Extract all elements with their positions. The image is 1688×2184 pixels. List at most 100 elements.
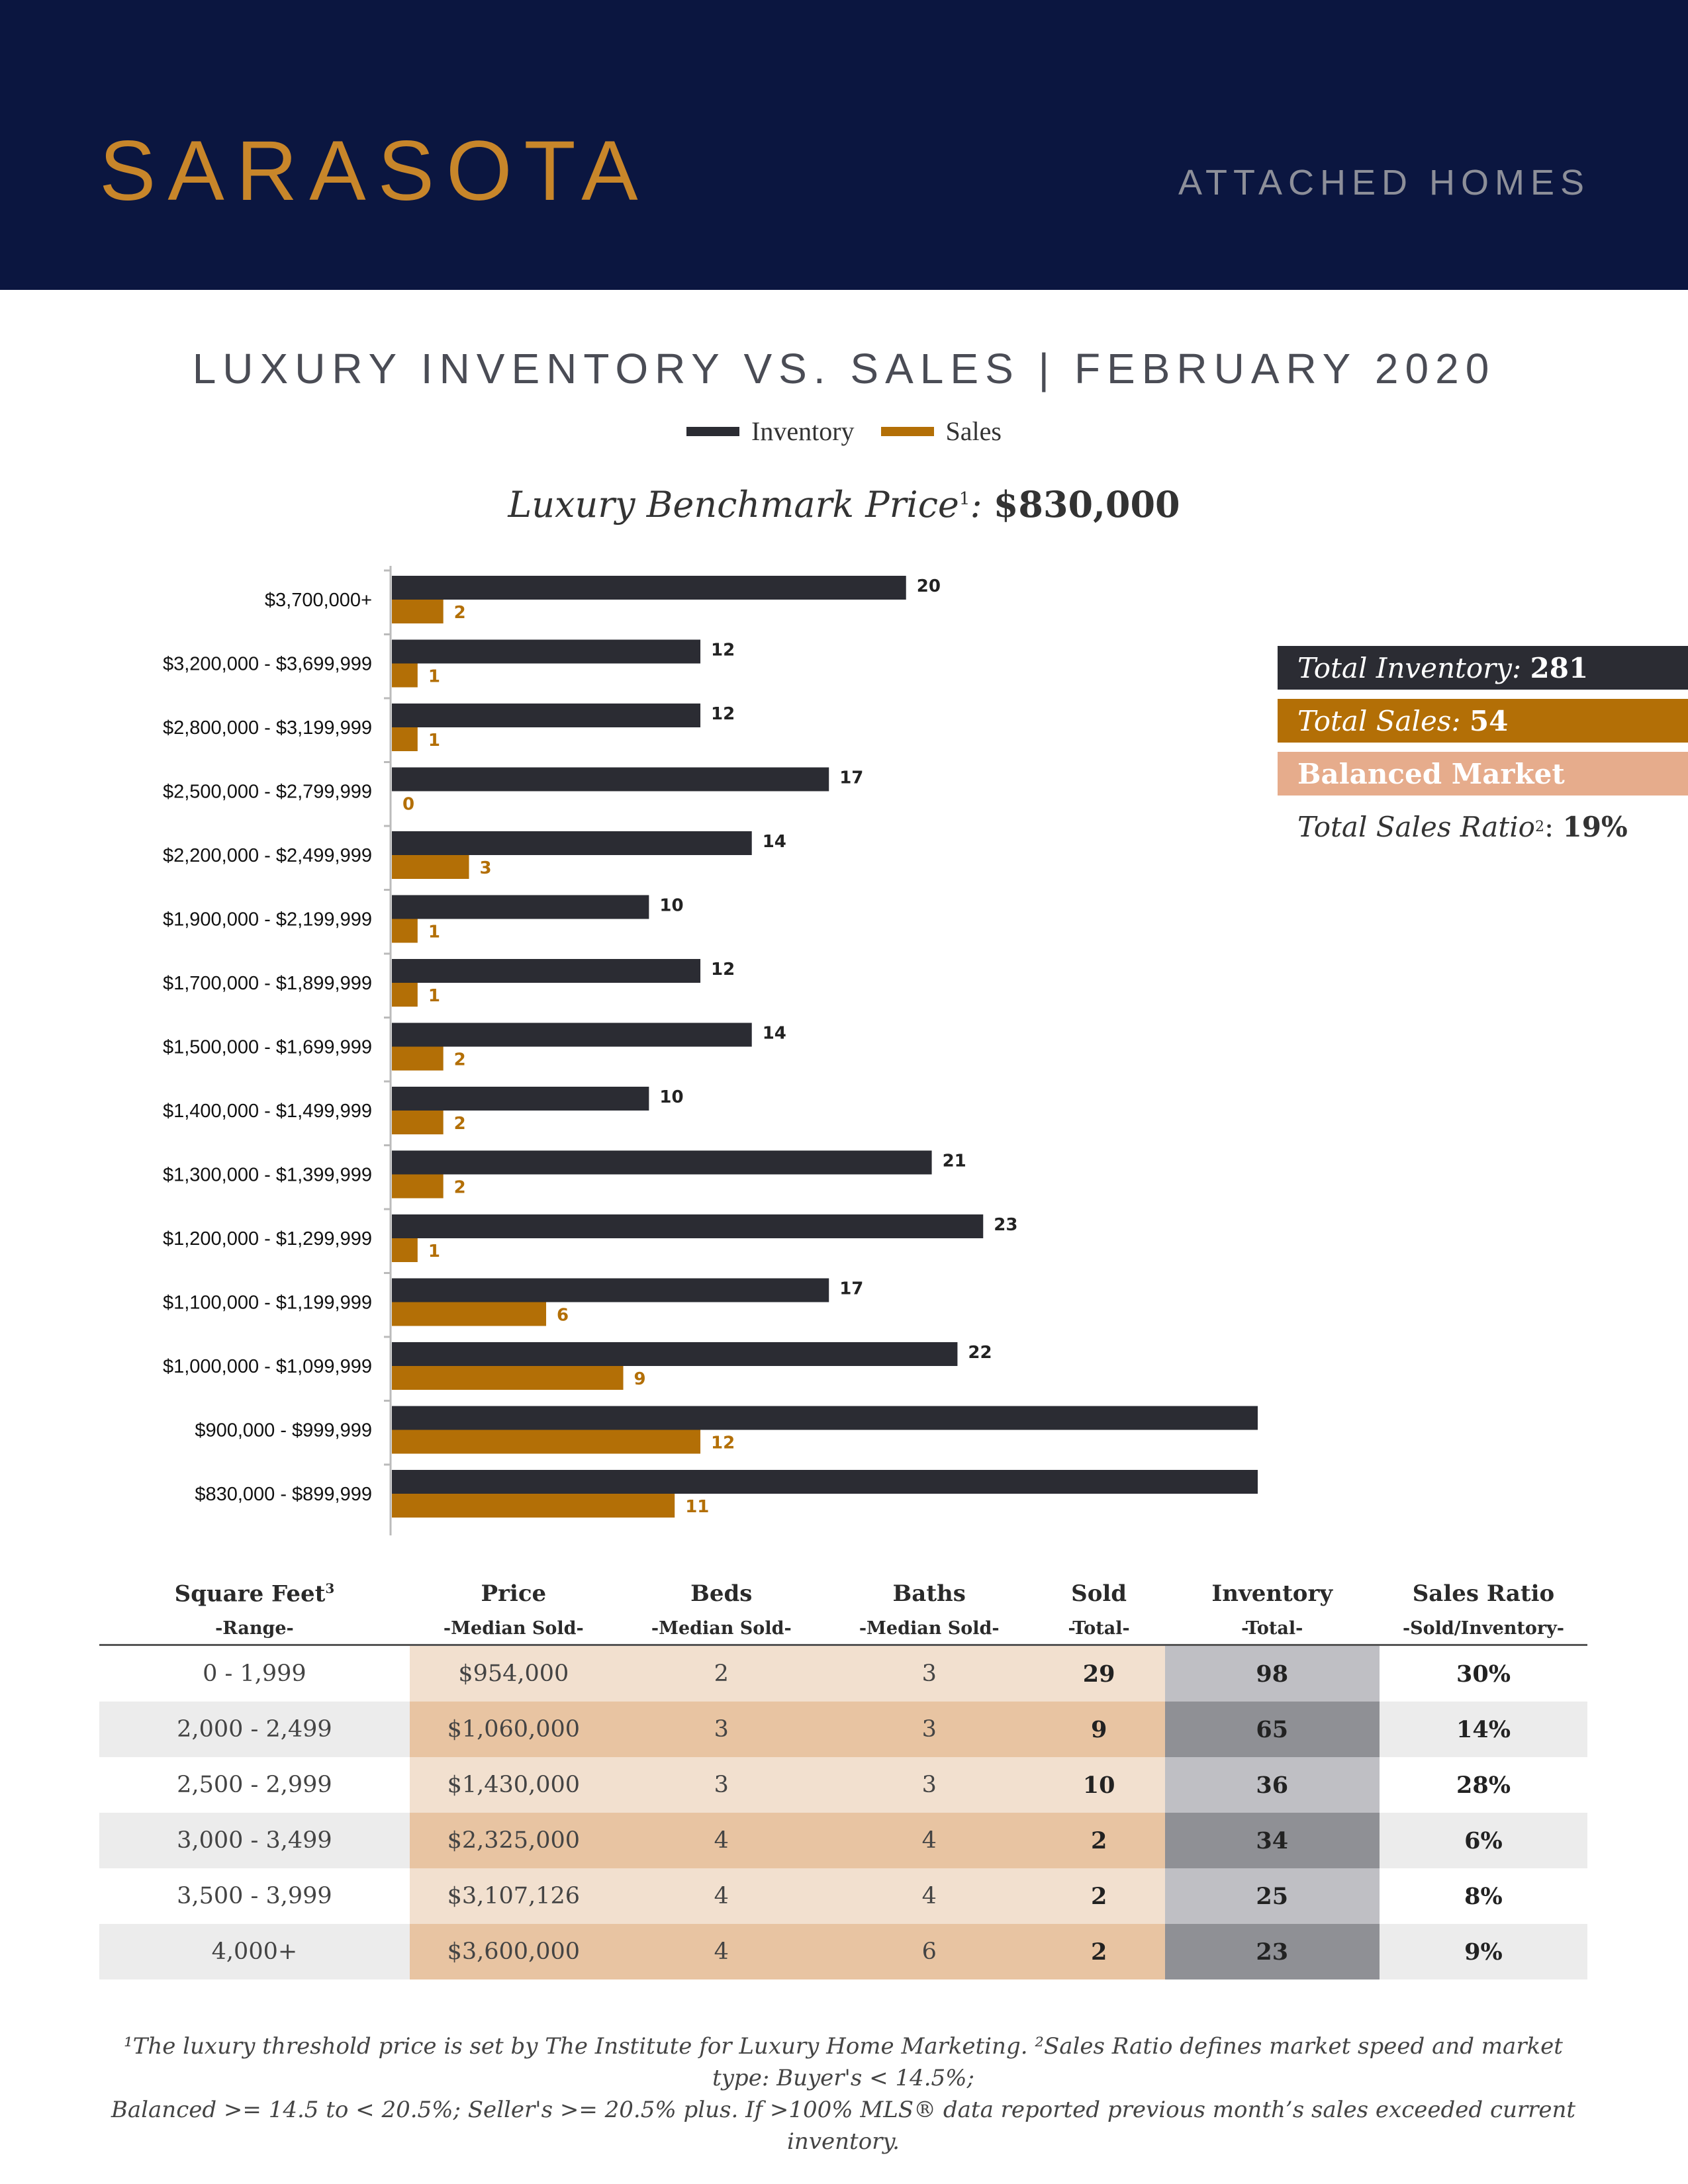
col-subheader: -Median Sold- <box>409 1612 618 1646</box>
benchmark-price: Luxury Benchmark Price1: $830,000 <box>508 483 1180 525</box>
sales-data-label: 6 <box>557 1306 569 1326</box>
cell-price: $2,325,000 <box>409 1813 618 1868</box>
sales-data-label: 3 <box>480 858 492 878</box>
sales-data-label: 11 <box>685 1497 709 1517</box>
chart-legend: Inventory Sales <box>0 416 1688 447</box>
total-sales-ratio: Total Sales Ratio 2: 19% <box>1297 810 1628 843</box>
inventory-bar <box>392 1023 752 1047</box>
cell-square-feet: 2,500 - 2,999 <box>99 1757 410 1813</box>
inventory-sales-bar-chart: $3,700,000+202$3,200,000 - $3,699,999121… <box>163 566 1258 1535</box>
inventory-bar <box>392 1278 829 1302</box>
category-label: $1,000,000 - $1,099,999 <box>163 1356 372 1377</box>
sales-bar <box>392 600 444 623</box>
legend-inventory-label: Inventory <box>751 416 855 446</box>
sales-bar <box>392 1366 624 1390</box>
inventory-data-label: 12 <box>711 960 735 979</box>
inventory-data-label: 20 <box>917 576 941 596</box>
sales-data-label: 1 <box>428 731 440 751</box>
cell-inventory: 34 <box>1164 1813 1380 1868</box>
sales-bar <box>392 983 418 1007</box>
footnote: ¹The luxury threshold price is set by Th… <box>99 2030 1587 2158</box>
inventory-bar <box>392 1342 958 1366</box>
col-header-beds: Beds <box>690 1580 753 1607</box>
total-sales-value: 54 <box>1469 704 1509 737</box>
cell-sales-ratio: 30% <box>1379 1645 1587 1702</box>
table-row: 3,000 - 3,499 $2,325,000 4 4 2 34 6% <box>99 1813 1587 1868</box>
cell-sales-ratio: 6% <box>1379 1813 1587 1868</box>
total-inventory-label: Total Inventory: <box>1297 651 1522 684</box>
sales-bar <box>392 1174 444 1199</box>
cell-sold: 2 <box>1033 1868 1165 1924</box>
cell-price: $3,600,000 <box>409 1924 618 1979</box>
cell-beds: 4 <box>617 1924 825 1979</box>
footnote-line-2: Balanced >= 14.5 to < 20.5%; Seller's >=… <box>111 2097 1576 2155</box>
category-label: $1,300,000 - $1,399,999 <box>163 1165 372 1186</box>
category-label: $1,400,000 - $1,499,999 <box>163 1101 372 1122</box>
cell-inventory: 36 <box>1164 1757 1380 1813</box>
inventory-data-label: 10 <box>659 896 683 916</box>
cell-square-feet: 2,000 - 2,499 <box>99 1702 410 1757</box>
sales-data-label: 2 <box>454 603 466 623</box>
inventory-bar <box>392 576 906 600</box>
cell-baths: 3 <box>825 1702 1033 1757</box>
inventory-data-label: 12 <box>711 641 735 660</box>
legend-inventory: Inventory <box>686 416 855 447</box>
sales-data-label: 0 <box>402 795 414 815</box>
table-row: 0 - 1,999 $954,000 2 3 29 98 30% <box>99 1645 1587 1702</box>
col-header-sales-ratio: Sales Ratio <box>1412 1580 1555 1607</box>
inventory-bar <box>392 1470 1258 1494</box>
inventory-bar <box>392 831 752 855</box>
inventory-data-label: 14 <box>763 832 786 852</box>
sales-data-label: 2 <box>454 1050 466 1070</box>
cell-price: $954,000 <box>409 1645 618 1702</box>
city-title: SARASOTA <box>99 124 650 218</box>
cell-sold: 9 <box>1033 1702 1165 1757</box>
category-label: $2,200,000 - $2,499,999 <box>163 845 372 866</box>
inventory-bar <box>392 959 701 983</box>
col-subheader: -Total- <box>1033 1612 1165 1646</box>
table-subheader-row: -Range- -Median Sold- -Median Sold- -Med… <box>99 1612 1587 1646</box>
inventory-bar <box>392 639 701 664</box>
cell-baths: 4 <box>825 1813 1033 1868</box>
cell-square-feet: 4,000+ <box>99 1924 410 1979</box>
table-row: 2,500 - 2,999 $1,430,000 3 3 10 36 28% <box>99 1757 1587 1813</box>
category-label: $1,700,000 - $1,899,999 <box>163 973 372 994</box>
cell-sales-ratio: 14% <box>1379 1702 1587 1757</box>
sales-bar <box>392 663 418 688</box>
cell-baths: 4 <box>825 1868 1033 1924</box>
totals-panel: Total Inventory: 281 Total Sales: 54 Bal… <box>1278 646 1688 858</box>
cell-baths: 3 <box>825 1757 1033 1813</box>
benchmark-footnote-mark: 1 <box>959 489 970 509</box>
cell-beds: 3 <box>617 1702 825 1757</box>
sales-bar <box>392 1111 444 1134</box>
cell-square-feet: 0 - 1,999 <box>99 1645 410 1702</box>
total-sales-label: Total Sales: <box>1297 704 1461 737</box>
category-label: $830,000 - $899,999 <box>195 1484 372 1505</box>
sales-bar <box>392 1238 418 1262</box>
cell-inventory: 23 <box>1164 1924 1380 1979</box>
page-header: SARASOTA ATTACHED HOMES <box>0 0 1688 290</box>
inventory-data-label: 14 <box>763 1024 786 1044</box>
inventory-bar <box>392 1214 984 1238</box>
sales-bar <box>392 1430 701 1454</box>
cell-sold: 2 <box>1033 1813 1165 1868</box>
inventory-bar <box>392 895 649 919</box>
sales-data-label: 1 <box>428 923 440 942</box>
inventory-data-label: 21 <box>943 1152 966 1171</box>
legend-sales: Sales <box>880 416 1002 447</box>
inventory-data-label: 12 <box>711 704 735 724</box>
sales-data-label: 2 <box>454 1114 466 1134</box>
cell-baths: 6 <box>825 1924 1033 1979</box>
inventory-data-label: 22 <box>968 1343 992 1363</box>
category-label: $2,800,000 - $3,199,999 <box>163 717 372 739</box>
total-sales-ratio-value: 19% <box>1562 810 1628 843</box>
cell-square-feet: 3,000 - 3,499 <box>99 1813 410 1868</box>
col-header-square-feet: Square Feet3 <box>174 1580 335 1608</box>
category-label: $1,900,000 - $2,199,999 <box>163 909 372 931</box>
market-type-box: Balanced Market <box>1278 752 1688 796</box>
category-label: $900,000 - $999,999 <box>195 1420 372 1441</box>
category-label: $1,500,000 - $1,699,999 <box>163 1037 372 1058</box>
cell-inventory: 98 <box>1164 1645 1380 1702</box>
cell-inventory: 65 <box>1164 1702 1380 1757</box>
cell-beds: 2 <box>617 1645 825 1702</box>
